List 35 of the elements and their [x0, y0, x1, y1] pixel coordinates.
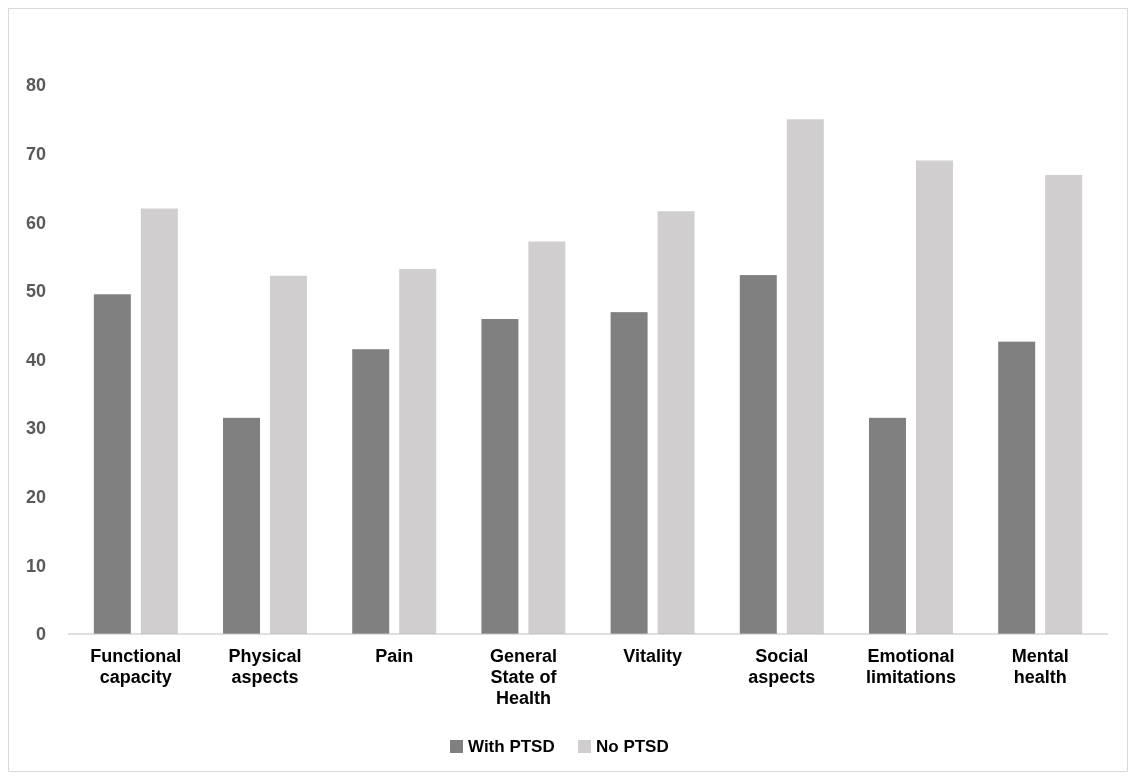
bar: [93, 294, 131, 634]
y-tick-label: 20: [25, 487, 46, 508]
x-tick-label: Social aspects: [748, 646, 816, 687]
y-tick-label: 10: [25, 555, 46, 576]
y-tick-label: 0: [35, 624, 46, 645]
bar: [1045, 174, 1083, 634]
bar: [868, 417, 906, 634]
y-tick-label: 40: [25, 349, 46, 370]
x-tick-label: Physical aspects: [228, 646, 302, 687]
x-tick-label: Emotional limitations: [865, 646, 956, 687]
bar: [223, 417, 261, 634]
bar: [270, 275, 308, 634]
bar: [399, 268, 437, 634]
bar: [915, 160, 953, 634]
y-tick-label: 30: [25, 418, 46, 439]
bar: [352, 349, 390, 634]
bar: [786, 119, 824, 634]
x-tick-label: Functional capacity: [90, 646, 182, 687]
bar: [610, 312, 648, 634]
x-tick-label: Vitality: [623, 646, 682, 666]
y-tick-label: 70: [25, 143, 46, 164]
x-tick-label: General State of Health: [489, 646, 558, 708]
bar: [528, 241, 566, 634]
bar: [739, 275, 777, 634]
y-tick-label: 60: [25, 212, 46, 233]
bar: [481, 319, 519, 634]
legend-label: With PTSD: [468, 737, 555, 756]
bar: [657, 211, 695, 634]
bar: [140, 208, 178, 634]
legend-label: No PTSD: [596, 737, 669, 756]
x-tick-label: Mental health: [1011, 646, 1069, 687]
bar: [998, 341, 1036, 634]
y-tick-label: 50: [25, 281, 46, 302]
y-tick-label: 80: [25, 75, 46, 96]
x-tick-label: Pain: [375, 646, 414, 666]
